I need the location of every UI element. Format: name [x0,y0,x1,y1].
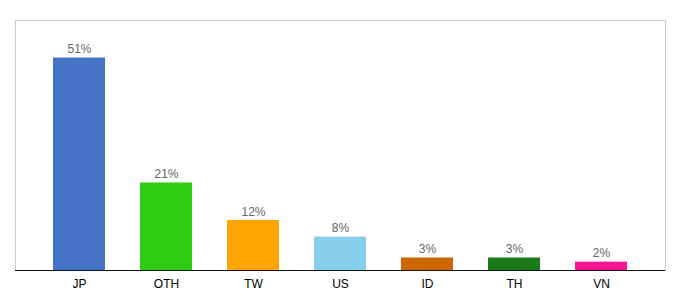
svg-text:VN: VN [593,277,610,291]
svg-text:2%: 2% [593,246,611,260]
svg-text:51%: 51% [67,42,91,56]
svg-text:12%: 12% [241,205,265,219]
svg-text:3%: 3% [419,242,437,256]
svg-text:TH: TH [507,277,523,291]
svg-text:21%: 21% [154,167,178,181]
svg-text:JP: JP [72,277,86,291]
svg-text:8%: 8% [332,221,350,235]
svg-text:US: US [332,277,349,291]
svg-text:ID: ID [422,277,434,291]
svg-text:OTH: OTH [154,277,179,291]
svg-text:TW: TW [244,277,263,291]
svg-text:3%: 3% [506,242,524,256]
